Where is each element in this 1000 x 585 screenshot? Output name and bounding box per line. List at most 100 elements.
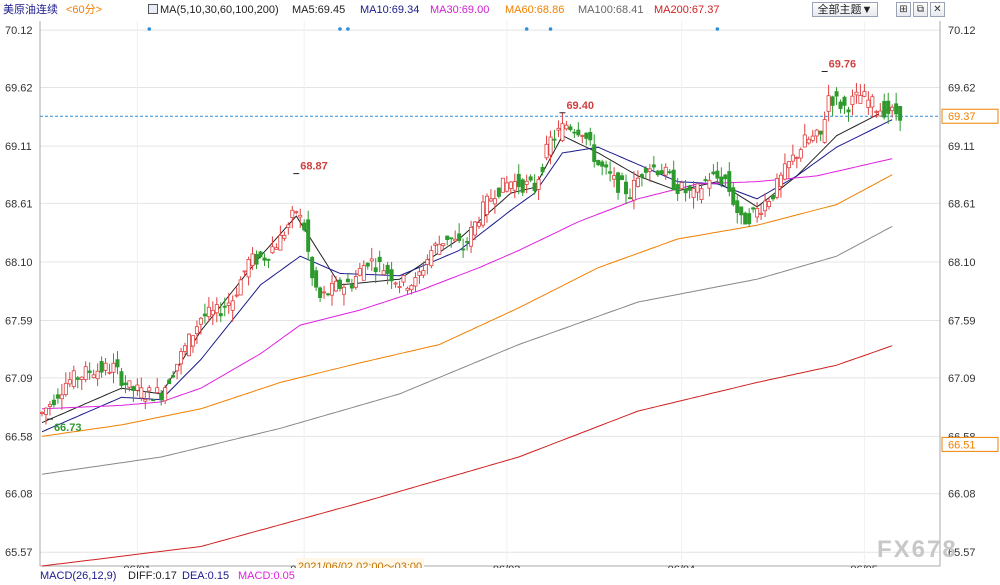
candlesticks xyxy=(40,82,903,425)
right-price-box xyxy=(941,436,999,452)
candle-body xyxy=(202,313,207,317)
theme-dropdown-button[interactable]: 全部主题▼ xyxy=(812,2,878,17)
candle xyxy=(294,210,299,215)
candle xyxy=(262,253,267,267)
candle-body xyxy=(806,138,811,144)
candle-body xyxy=(79,376,84,380)
candle-body xyxy=(735,200,740,214)
candle xyxy=(782,153,787,181)
candle-body xyxy=(107,371,112,374)
event-marker-dot xyxy=(338,27,342,31)
candle-body xyxy=(504,182,509,192)
candle xyxy=(687,184,692,199)
candle xyxy=(377,250,382,273)
ma-toggle-checkbox[interactable] xyxy=(148,4,158,14)
candle-body xyxy=(671,169,676,191)
candle xyxy=(218,302,223,323)
candle xyxy=(874,109,879,118)
candle xyxy=(771,194,776,202)
candle xyxy=(759,204,764,221)
candle-body xyxy=(262,257,267,261)
candle-body xyxy=(326,293,331,296)
candle xyxy=(326,292,331,297)
candle xyxy=(282,231,287,241)
candle xyxy=(119,367,124,390)
candle xyxy=(171,370,176,379)
y-tick-label-right: 67.09 xyxy=(948,373,976,385)
y-tick-label-right: 65.57 xyxy=(948,547,976,559)
candle xyxy=(353,269,358,290)
candle-body xyxy=(83,366,88,380)
candle xyxy=(71,365,76,390)
candle xyxy=(838,99,843,114)
candle-body xyxy=(675,184,680,194)
candle xyxy=(413,272,418,292)
price-annotations: 69.76 69.40 68.87 66.73 xyxy=(46,58,856,434)
candle xyxy=(608,161,613,182)
candle xyxy=(357,262,362,277)
candle-body xyxy=(194,326,199,335)
candle-body xyxy=(588,131,593,141)
ma60-line xyxy=(41,174,893,437)
macd-label[interactable]: MACD(26,12,9) xyxy=(40,570,117,582)
candle xyxy=(306,210,311,260)
candle-body xyxy=(449,237,454,240)
candle xyxy=(330,274,335,306)
candle xyxy=(751,206,756,213)
candle xyxy=(234,287,239,298)
symbol-name[interactable]: 美原油连续 xyxy=(3,4,58,16)
candle-body xyxy=(894,103,899,115)
restore-icon[interactable]: ⧉ xyxy=(913,2,928,17)
candle-body xyxy=(500,177,505,193)
candle-body xyxy=(484,195,489,215)
candle-body xyxy=(771,194,776,200)
candle xyxy=(556,120,561,137)
candle xyxy=(151,398,156,402)
candle xyxy=(596,159,601,167)
y-axis-labels: 70.12 70.12 69.62 69.62 69.11 69.11 68.61 68.61… xyxy=(5,25,999,559)
candle xyxy=(731,182,736,207)
candle xyxy=(270,236,275,254)
candle xyxy=(198,316,203,335)
candle xyxy=(536,176,541,201)
candle xyxy=(40,411,45,417)
candle-body xyxy=(139,387,144,399)
candle xyxy=(186,333,191,357)
chart-window-icon[interactable]: ⊞ xyxy=(896,2,911,17)
candle-body xyxy=(99,361,104,373)
candle xyxy=(512,173,517,199)
candle-body xyxy=(620,175,625,180)
candle-body xyxy=(238,279,243,296)
candle xyxy=(695,181,700,201)
candle xyxy=(131,385,136,402)
candle xyxy=(715,161,720,183)
candle xyxy=(667,169,672,175)
candle xyxy=(500,177,505,193)
candle xyxy=(711,164,716,176)
candle xyxy=(457,223,462,244)
y-tick-label-left: 65.57 xyxy=(5,547,33,559)
chart-header: 美原油连续 <60分> MA(5,10,30,60,100,200) MA5:6… xyxy=(0,0,1000,20)
candle-body xyxy=(111,362,116,373)
candle-body xyxy=(349,284,354,289)
y-tick-label-right: 69.62 xyxy=(948,83,976,95)
candle xyxy=(67,371,72,388)
y-tick-label-left: 67.59 xyxy=(5,315,33,327)
candle xyxy=(854,82,859,104)
candle xyxy=(790,144,795,166)
candle-body xyxy=(679,182,684,190)
candle xyxy=(47,401,52,416)
candle xyxy=(278,225,283,251)
candle xyxy=(870,94,875,118)
candle-body xyxy=(846,109,851,113)
close-icon[interactable]: ✕ xyxy=(930,2,945,17)
candle xyxy=(405,286,410,295)
candle-body xyxy=(115,359,120,368)
candle-body xyxy=(314,270,319,288)
period-label[interactable]: <60分> xyxy=(66,4,103,16)
candle-body xyxy=(361,265,366,281)
y-tick-label-left: 66.08 xyxy=(5,489,33,501)
candle-body xyxy=(874,111,879,113)
candle xyxy=(671,160,676,191)
